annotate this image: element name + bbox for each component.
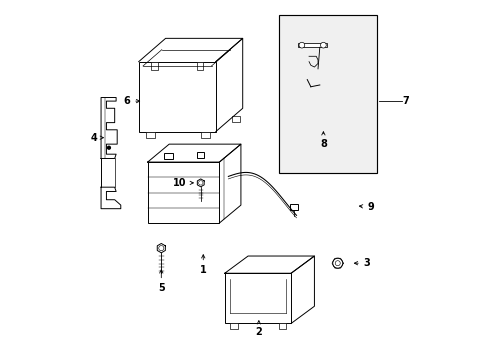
Bar (147, 162, 219, 223)
Bar (164, 153, 172, 159)
Circle shape (335, 261, 340, 266)
Text: 4: 4 (90, 133, 103, 143)
Circle shape (159, 246, 163, 251)
Bar (278, 15, 376, 173)
Circle shape (198, 181, 203, 185)
Bar (139, 62, 215, 132)
Text: 3: 3 (354, 258, 370, 268)
Text: 7: 7 (402, 96, 408, 106)
Bar (196, 62, 203, 69)
Bar (298, 43, 326, 47)
Text: 8: 8 (319, 132, 326, 149)
Text: 2: 2 (255, 321, 262, 337)
Circle shape (320, 42, 325, 48)
Circle shape (332, 258, 342, 268)
Text: 10: 10 (172, 178, 193, 188)
Text: 6: 6 (123, 96, 140, 106)
Bar (197, 152, 204, 158)
Bar (145, 132, 155, 138)
Circle shape (298, 42, 304, 48)
Text: 1: 1 (200, 255, 206, 275)
Text: 9: 9 (359, 202, 373, 212)
Bar (230, 323, 238, 329)
Bar (278, 323, 286, 329)
Bar (289, 204, 298, 210)
Bar (231, 116, 239, 122)
Bar (151, 62, 158, 69)
Bar (224, 273, 290, 323)
Bar (201, 132, 210, 138)
Text: 5: 5 (158, 270, 164, 293)
Circle shape (107, 146, 110, 149)
